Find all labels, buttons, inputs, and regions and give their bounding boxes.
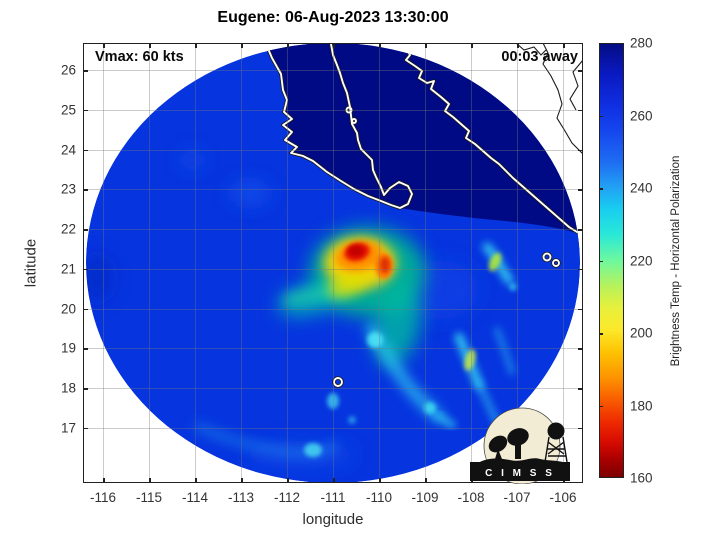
x-tick-label: -113	[227, 490, 255, 505]
y-tick-label: 22	[60, 221, 76, 237]
colorbar-tick-label: 200	[630, 325, 653, 341]
x-tick-label: -106	[549, 490, 577, 505]
x-tick-label: -116	[89, 490, 117, 505]
x-tick-label: -110	[365, 490, 393, 505]
y-tick-label: 20	[60, 301, 76, 317]
coastline-outline	[264, 43, 580, 388]
y-tick-label: 21	[60, 261, 76, 277]
colorbar	[599, 43, 624, 478]
colorbar-tick-label: 220	[630, 253, 653, 268]
colorbar-tick-label: 240	[630, 180, 653, 196]
satellite-dish-icons	[488, 428, 529, 459]
y-tick-label: 25	[60, 102, 76, 118]
cimss-logo: C I M S S	[470, 407, 570, 484]
x-tick-label: -107	[503, 490, 531, 505]
y-axis-label: latitude	[22, 238, 40, 288]
storm-core	[324, 237, 396, 299]
vmax-annotation: Vmax: 60 kts	[95, 49, 184, 65]
outside-coastline-lines	[515, 43, 583, 155]
colorbar-tick-label: 180	[630, 398, 653, 413]
x-tick-label: -115	[135, 490, 163, 505]
colorbar-tick-label: 260	[630, 108, 653, 123]
plot-title: Eugene: 06-Aug-2023 13:30:00	[217, 9, 449, 26]
y-tick-label: 24	[60, 142, 76, 158]
y-tick-label: 17	[60, 420, 76, 436]
y-tick-label: 18	[60, 380, 76, 396]
x-tick-label: -111	[320, 490, 346, 505]
colorbar-tick-label: 280	[630, 35, 653, 51]
water-tower-icon	[544, 422, 568, 463]
y-tick-label: 19	[60, 340, 76, 356]
x-tick-label: -114	[181, 490, 209, 505]
x-tick-label: -108	[457, 490, 485, 505]
time-offset-annotation: 00:03 away	[501, 49, 578, 65]
y-tick-label: 23	[60, 181, 76, 197]
x-tick-label: -112	[273, 490, 301, 505]
x-axis-label: longitude	[302, 511, 364, 528]
y-tick-label: 26	[60, 62, 76, 78]
colorbar-label: Brightness Temp - Horizontal Polarizatio…	[670, 155, 682, 367]
logo-caption: C I M S S	[485, 468, 555, 479]
colorbar-tick-label: 160	[630, 470, 653, 486]
x-tick-label: -109	[411, 490, 439, 505]
satellite-swath-map	[86, 43, 583, 483]
logo-banner	[470, 462, 570, 481]
